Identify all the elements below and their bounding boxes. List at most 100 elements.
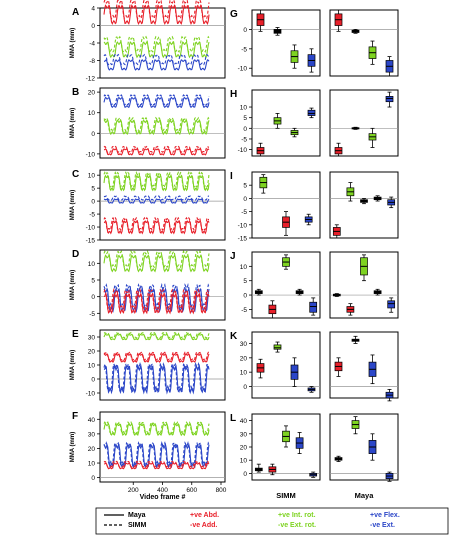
y-tick-label: 10 [88,461,96,468]
series-line-red-solid [103,353,210,363]
series-line-green-dashed [103,250,210,269]
series-line-red-solid [103,219,210,235]
column-label-maya: Maya [355,491,375,500]
y-tick-label: 5 [91,186,95,193]
y-tick-label: -15 [238,236,248,243]
panel-letter: J [230,251,236,262]
y-tick-label: 20 [88,90,96,97]
y-tick-label: -10 [238,66,248,73]
column-label-simm: SIMM [276,491,296,500]
box-blue [307,109,316,116]
y-tick-label: -8 [89,58,95,65]
y-tick-label: -5 [241,46,247,53]
plot-frame-A [99,7,226,79]
box-frame-simm-J [251,251,321,319]
series-line-green-solid [103,119,210,136]
y-tick-label: -4 [89,41,95,48]
box-frame-simm-K [251,331,321,399]
legend-group-label: +ve Int. rot. [278,512,316,519]
y-tick-label: 5 [243,183,247,190]
y-tick-label: -5 [89,311,95,318]
series-line-red-dashed [103,351,210,362]
legend-group-label: -ve Ext. rot. [278,522,316,529]
y-tick-label: 10 [240,370,248,377]
y-axis-label: MMA (mm) [70,270,76,300]
box-frame-simm-G [251,9,321,77]
series-line-blue-dashed [103,53,210,66]
series-line-blue-dashed [103,195,210,201]
box-frame-maya-G [329,9,399,77]
y-tick-label: -10 [86,151,96,158]
series-line-red-dashed [103,145,209,153]
series-line-blue-dashed [103,283,210,309]
y-tick-label: -10 [238,147,248,154]
series-line-red-solid [103,148,210,156]
legend-group-label: -ve Ext. [370,522,395,529]
y-tick-label: 0 [91,294,95,301]
y-tick-label: 10 [88,363,96,370]
series-line-blue-solid [103,198,210,204]
y-tick-label: 5 [91,278,95,285]
box-frame-maya-J [329,251,399,319]
series-line-blue-dashed [103,441,210,467]
y-tick-label: -5 [241,307,247,314]
y-tick-label: 0 [91,131,95,138]
y-tick-label: 30 [88,431,96,438]
series-line-red-solid [103,462,210,470]
panel-letter: H [230,89,237,100]
y-tick-label: -10 [86,225,96,232]
box-frame-simm-I [251,171,321,239]
box-frame-simm-H [251,89,321,157]
panel-letter: I [230,171,233,182]
y-tick-label: -10 [238,222,248,229]
y-tick-label: 20 [88,446,96,453]
series-line-green-dashed [103,331,210,339]
series-line-green-dashed [103,421,210,435]
series-line-green-dashed [103,171,210,189]
y-tick-label: 0 [91,377,95,384]
y-tick-label: 10 [88,173,96,180]
box-blue [387,300,396,309]
y-axis-label: MMA (mm) [70,190,76,220]
panel-letter: G [230,9,238,20]
y-tick-label: 40 [240,418,248,425]
x-tick-label: 200 [128,487,139,494]
series-line-red-dashed [103,460,209,468]
legend-label: Maya [128,512,146,519]
legend-label: SIMM [128,522,146,529]
plot-frame-B [99,87,226,159]
y-tick-label: 0 [243,384,247,391]
x-axis-label: Video frame # [140,494,186,501]
box-frame-maya-L [329,413,399,481]
legend-group-label: +ve Flex. [370,512,400,519]
panel-letter: D [72,249,79,260]
box-frame-maya-I [329,171,399,239]
y-tick-label: 10 [88,110,96,117]
y-tick-label: 0 [243,126,247,133]
y-tick-label: 20 [240,445,248,452]
y-tick-label: 10 [240,264,248,271]
series-line-green-dashed [103,116,210,133]
y-tick-label: 30 [88,335,96,342]
y-tick-label: -10 [86,391,96,398]
y-tick-label: 4 [91,6,95,13]
series-line-red-solid [103,292,210,315]
series-line-blue-solid [103,96,210,109]
plot-frame-C [99,169,226,241]
x-tick-label: 800 [216,487,227,494]
series-line-blue-dashed [103,361,210,393]
y-tick-label: -5 [241,209,247,216]
x-tick-label: 400 [157,487,168,494]
y-axis-label: MMA (mm) [70,28,76,58]
y-axis-label: MMA (mm) [70,108,76,138]
y-tick-label: 0 [243,471,247,478]
box-blue [385,96,394,103]
y-tick-label: -15 [86,238,96,245]
plot-frame-D [99,249,226,321]
series-line-red-dashed [103,0,210,20]
y-tick-label: 20 [88,349,96,356]
series-line-green-solid [103,41,210,59]
legend-group-label: +ve Abd. [190,512,219,519]
y-tick-label: 5 [243,115,247,122]
